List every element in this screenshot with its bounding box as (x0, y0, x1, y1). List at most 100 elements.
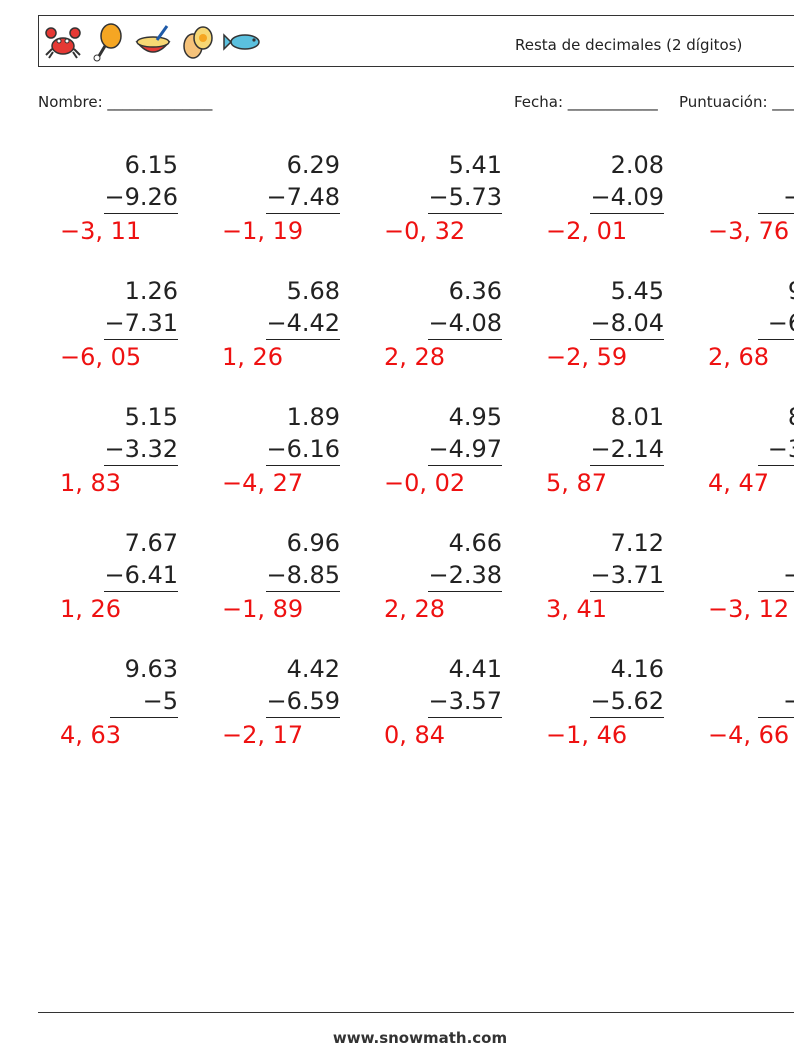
subtrahend: −4.08 (428, 307, 502, 340)
subtrahend: −4.09 (590, 181, 664, 214)
subtrahend: −4.42 (266, 307, 340, 340)
answer: −6, 05 (60, 343, 142, 371)
minuend: 4.16 (610, 655, 664, 683)
problem-item: 5.45 −8.04 −2, 59 (514, 275, 664, 385)
minuend: 7.67 (124, 529, 178, 557)
minuend: 4.66 (448, 529, 502, 557)
subtrahend: −6. (758, 181, 794, 214)
problem-item: 5.−8.−3, 12 (676, 527, 794, 637)
answer: −2, 01 (546, 217, 628, 245)
minuend: 5.68 (286, 277, 340, 305)
fish-icon (223, 33, 260, 51)
answer: −3, 76 (708, 217, 790, 245)
answer: 1, 26 (222, 343, 284, 371)
problem-item: 2.−7.−4, 66 (676, 653, 794, 763)
crab-icon (45, 27, 81, 59)
name-field: Nombre: ______________ (38, 93, 213, 111)
problem-item: 4.95 −4.97 −0, 02 (352, 401, 502, 511)
problem-item: 6.29 −7.48 −1, 19 (190, 149, 340, 259)
subtrahend: −7.31 (104, 307, 178, 340)
footer-site: www.snowmath.com (332, 1029, 508, 1047)
problem-item: 7.67 −6.41 1, 26 (28, 527, 178, 637)
answer: 2, 68 (708, 343, 770, 371)
minuend: 7.12 (610, 529, 664, 557)
answer: −2, 17 (222, 721, 304, 749)
minuend: 8.1 (788, 401, 794, 433)
problem-item: 4.41 −3.57 0, 84 (352, 653, 502, 763)
answer: 1, 83 (60, 469, 122, 497)
answer: −4, 66 (708, 721, 790, 749)
answer: −0, 32 (384, 217, 466, 245)
subtrahend: −7. (758, 685, 794, 718)
food-bowl-icon (135, 25, 171, 53)
subtrahend: −3.6 (758, 433, 794, 466)
minuend: 6.29 (286, 151, 340, 179)
header-icons (43, 22, 265, 62)
minuend: 5.41 (448, 151, 502, 179)
subtrahend: −5.73 (428, 181, 502, 214)
subtrahend: −6.16 (266, 433, 340, 466)
subtrahend: −5.62 (590, 685, 664, 718)
answer: −3, 11 (60, 217, 142, 245)
answer: 1, 26 (60, 595, 122, 623)
problem-item: 6.15 −9.26 −3, 11 (28, 149, 178, 259)
subtrahend: −2.14 (590, 433, 664, 466)
answer: 4, 47 (708, 469, 770, 497)
date-field: Fecha: ____________ (514, 93, 658, 111)
minuend: 6.15 (124, 151, 178, 179)
minuend: 4.95 (448, 403, 502, 431)
answer: −3, 12 (708, 595, 790, 623)
minuend: 6.96 (286, 529, 340, 557)
score-field: Puntuación: ___ (679, 93, 794, 111)
answer: 5, 87 (546, 469, 608, 497)
subtrahend: −8.04 (590, 307, 664, 340)
subtrahend: −3.57 (428, 685, 502, 718)
answer: −1, 19 (222, 217, 304, 245)
minuend: 5.15 (124, 403, 178, 431)
minuend: 6.36 (448, 277, 502, 305)
answer: −1, 89 (222, 595, 304, 623)
worksheet-title: Resta de decimales (2 dígitos) (515, 36, 743, 54)
subtrahend: −6.59 (266, 685, 340, 718)
problem-item: 4.42 −6.59 −2, 17 (190, 653, 340, 763)
minuend: 5.45 (610, 277, 664, 305)
problem-item: 1.89 −6.16 −4, 27 (190, 401, 340, 511)
subtrahend: −7.48 (266, 181, 340, 214)
answer: 0, 84 (384, 721, 446, 749)
minuend: 4.41 (448, 655, 502, 683)
problem-item: 6.96 −8.85 −1, 89 (190, 527, 340, 637)
chicken-leg-icon (93, 23, 122, 62)
answer: −1, 46 (546, 721, 628, 749)
answer: 2, 28 (384, 343, 446, 371)
subtrahend: −6.8 (758, 307, 794, 340)
minuend: 4.42 (286, 655, 340, 683)
minuend: 2.08 (610, 151, 664, 179)
problem-item: 5.15 −3.32 1, 83 (28, 401, 178, 511)
minuend: 9.63 (124, 655, 178, 683)
subtrahend: −3.71 (590, 559, 664, 592)
worksheet-header: Resta de decimales (2 dígitos) (38, 15, 794, 67)
subtrahend: −8.85 (266, 559, 340, 592)
subtrahend: −3.32 (104, 433, 178, 466)
problem-item: 2.−6.−3, 76 (676, 149, 794, 259)
problem-item: 8.1−3.6 4, 47 (676, 401, 794, 511)
answer: −2, 59 (546, 343, 628, 371)
subtrahend: −2.38 (428, 559, 502, 592)
subtrahend: −5 (110, 685, 178, 718)
answer: 3, 41 (546, 595, 608, 623)
problem-item: 6.36 −4.08 2, 28 (352, 275, 502, 385)
minuend: 9.5 (788, 275, 794, 307)
answer: 4, 63 (60, 721, 122, 749)
problem-item: 4.16 −5.62 −1, 46 (514, 653, 664, 763)
subtrahend: −8. (758, 559, 794, 592)
subtrahend: −6.41 (104, 559, 178, 592)
problem-item: 2.08 −4.09 −2, 01 (514, 149, 664, 259)
problem-item: 9.5−6.8 2, 68 (676, 275, 794, 385)
minuend: 1.89 (286, 403, 340, 431)
eggs-icon (183, 26, 213, 59)
subtrahend: −9.26 (104, 181, 178, 214)
minuend: 8.01 (610, 403, 664, 431)
subtrahend: −4.97 (428, 433, 502, 466)
problem-item: 7.12 −3.71 3, 41 (514, 527, 664, 637)
problem-item: 1.26 −7.31 −6, 05 (28, 275, 178, 385)
